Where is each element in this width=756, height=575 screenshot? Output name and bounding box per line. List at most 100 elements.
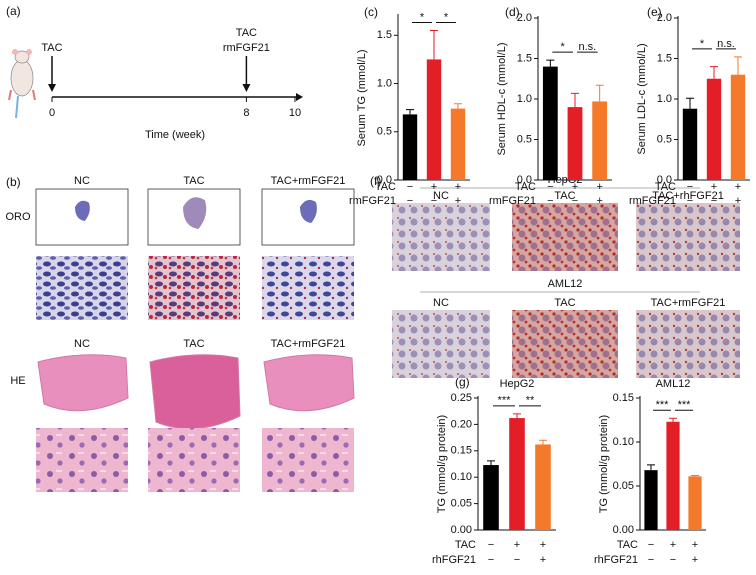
timeline-arrow (296, 93, 303, 101)
oro-whole-frame (261, 188, 355, 246)
treatment-sign: − (547, 181, 553, 193)
error-bar (669, 417, 677, 422)
treatment-label: TAC (455, 539, 476, 551)
y-tick-label: 0.25 (451, 392, 472, 404)
treatment-label: rhFGF21 (432, 554, 476, 566)
event-arrowhead (242, 84, 251, 92)
y-tick-label: 1.5 (377, 29, 392, 41)
y-tick-label: 0.0 (517, 174, 532, 186)
column-label: TAC+rhFGF21 (652, 190, 724, 202)
treatment-label: TAC (375, 181, 396, 193)
oro-micro (36, 256, 128, 320)
treatment-sign: − (431, 195, 437, 207)
treatment-sign: + (455, 195, 461, 207)
treatment-sign: − (514, 554, 520, 566)
oro-whole-liver (183, 197, 207, 229)
treatment-sign: − (488, 554, 494, 566)
treatment-sign: − (407, 195, 413, 207)
y-tick-label: 0.05 (613, 480, 634, 492)
cell-image (392, 310, 490, 378)
timeline-tick-label: 0 (49, 107, 55, 119)
treatment-sign: + (735, 181, 741, 193)
bar (542, 66, 558, 180)
column-label: NC (433, 190, 449, 202)
treatment-sign: + (596, 181, 602, 193)
y-axis-label: Serum LDL-c (mmol/L) (636, 43, 648, 154)
significance-label: n.s. (717, 38, 735, 50)
bar (426, 59, 442, 180)
treatment-sign: + (735, 195, 741, 207)
he-whole-liver (37, 354, 129, 412)
panel-label: (a) (6, 4, 21, 18)
y-tick-label: 0.05 (451, 498, 472, 510)
bar (535, 444, 551, 530)
significance-label: * (420, 11, 425, 23)
y-tick-label: 0.5 (657, 133, 672, 145)
treatment-sign: − (648, 539, 654, 551)
treatment-sign: − (547, 195, 553, 207)
column-label: NC (74, 338, 90, 350)
error-bar (686, 97, 694, 109)
error-bar (595, 84, 604, 102)
treatment-sign: − (670, 554, 676, 566)
he-whole-liver (149, 354, 241, 430)
treatment-sign: + (540, 554, 546, 566)
error-bar (691, 474, 699, 477)
treatment-sign: + (455, 181, 461, 193)
column-label: NC (433, 297, 449, 309)
y-tick-label: 0.5 (517, 133, 532, 145)
cell-image (392, 203, 490, 271)
cell-image (512, 310, 618, 378)
y-tick-label: 1.0 (377, 77, 392, 89)
column-label: TAC (554, 190, 575, 202)
significance-label: n.s. (578, 41, 596, 53)
timeline-xlabel: Time (week) (145, 129, 205, 141)
y-tick-label: 0.0 (657, 174, 672, 186)
treatment-sign: + (431, 181, 437, 193)
y-tick-label: 1.0 (657, 93, 672, 105)
y-tick-label: 1.0 (517, 93, 532, 105)
y-tick-label: 0.10 (613, 436, 634, 448)
significance-label: *** (498, 395, 512, 407)
column-label: TAC+rmFGF21 (271, 338, 346, 350)
treatment-sign: + (596, 195, 602, 207)
significance-label: *** (656, 399, 670, 411)
y-tick-label: 0.00 (451, 524, 472, 536)
treatment-label: TAC (655, 181, 676, 193)
treatment-sign: − (407, 181, 413, 193)
panel-label: (d) (505, 5, 520, 19)
y-axis-label: Serum TG (mmol/L) (356, 50, 368, 147)
treatment-label: TAC (617, 539, 638, 551)
column-label: TAC (183, 175, 204, 187)
error-bar (539, 439, 547, 445)
error-bar (710, 66, 718, 79)
bar (483, 465, 499, 530)
event-label: TAC (41, 42, 62, 54)
chart-title: AML12 (656, 378, 691, 390)
mouse-icon (8, 49, 36, 119)
he-micro (262, 428, 354, 492)
treatment-sign: − (687, 195, 693, 207)
treatment-sign: + (692, 554, 698, 566)
he-micro (148, 428, 240, 492)
event-label: TAC (236, 27, 257, 39)
error-bar (647, 464, 655, 471)
event-label: rmFGF21 (223, 42, 270, 54)
panel-label: (e) (647, 5, 662, 19)
oro-micro (262, 256, 354, 320)
treatment-sign: + (514, 539, 520, 551)
oro-whole-liver (300, 199, 317, 223)
oro-micro (148, 256, 240, 320)
treatment-sign: + (670, 539, 676, 551)
treatment-sign: + (540, 539, 546, 551)
bar (666, 421, 680, 530)
treatment-sign: + (572, 181, 578, 193)
treatment-sign: − (572, 195, 578, 207)
treatment-sign: − (488, 539, 494, 551)
panel-label: (b) (6, 175, 21, 189)
bar (730, 74, 746, 180)
timeline-tick-label: 10 (289, 107, 301, 119)
cell-image (512, 203, 618, 271)
oro-whole-liver (75, 200, 90, 221)
error-bar (406, 109, 414, 115)
